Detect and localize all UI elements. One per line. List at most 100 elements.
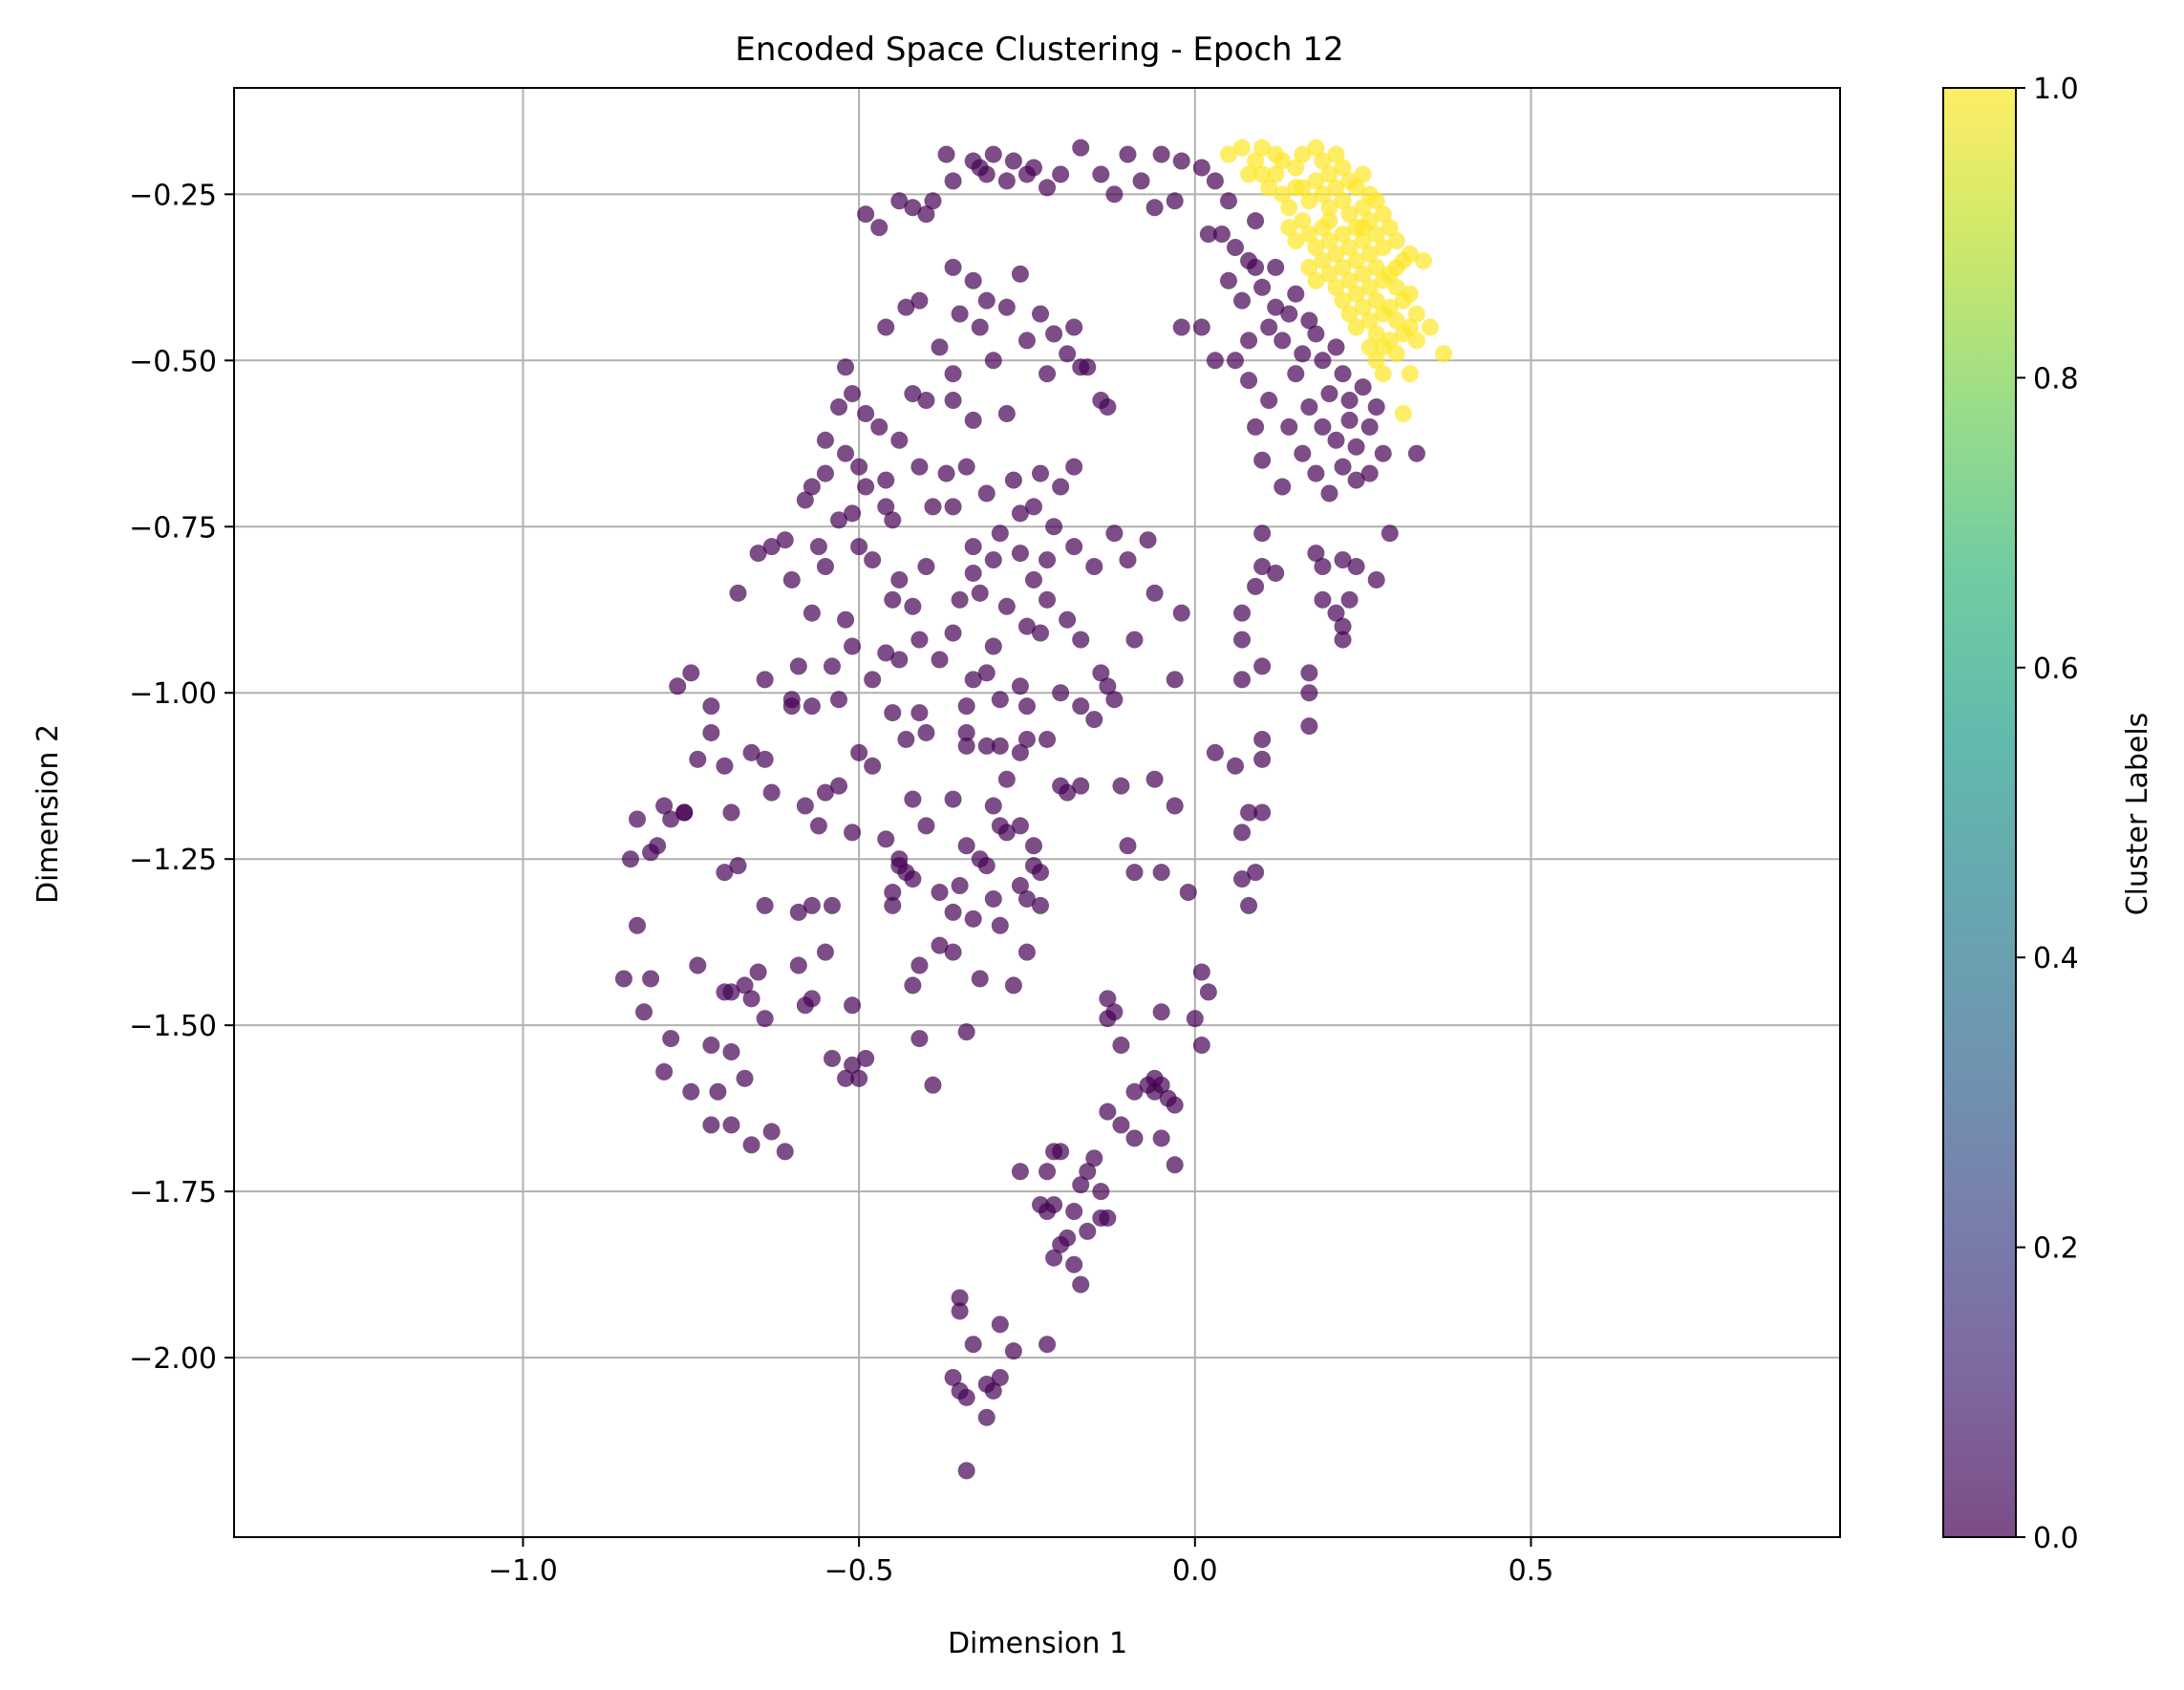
data-point — [1300, 192, 1318, 210]
x-axis-ticks: −1.0 −0.5 0.0 0.5 — [488, 1537, 1553, 1588]
data-point — [1192, 159, 1210, 177]
data-point — [1004, 976, 1022, 995]
data-point — [944, 498, 962, 516]
data-point — [924, 192, 942, 210]
data-point — [655, 1062, 674, 1080]
data-point — [762, 1123, 781, 1141]
data-point — [1253, 558, 1272, 576]
data-point — [944, 1368, 962, 1386]
data-point — [1367, 192, 1385, 210]
data-point — [997, 404, 1016, 422]
data-point — [977, 291, 996, 310]
data-point — [1320, 212, 1338, 230]
data-point — [1367, 258, 1385, 276]
data-point — [722, 1116, 740, 1134]
data-point — [702, 697, 720, 716]
data-point — [675, 803, 694, 822]
data-point — [917, 558, 935, 576]
data-point — [1381, 524, 1399, 543]
data-point — [1367, 291, 1385, 310]
colorbar-frame — [1942, 87, 2017, 1538]
data-point — [789, 657, 807, 675]
data-point — [1367, 570, 1385, 588]
data-point — [944, 903, 962, 921]
data-point — [1206, 352, 1224, 370]
data-point — [1079, 1163, 1097, 1181]
data-point — [924, 498, 942, 516]
data-point — [823, 657, 841, 675]
y-tick-label: −1.75 — [129, 1176, 217, 1209]
data-point — [1166, 1156, 1184, 1174]
data-point — [1172, 152, 1190, 170]
data-point — [1166, 671, 1184, 689]
data-point — [1401, 318, 1419, 336]
data-point — [864, 551, 882, 569]
data-point — [642, 844, 660, 862]
data-point — [1340, 205, 1359, 224]
data-point — [816, 943, 834, 961]
data-point — [1247, 417, 1265, 436]
data-point — [1038, 730, 1057, 748]
data-point — [1038, 365, 1057, 383]
data-point — [944, 172, 962, 190]
y-tick-label: −1.00 — [129, 677, 217, 711]
data-point — [857, 404, 875, 422]
data-point — [857, 205, 875, 224]
x-tick-label: −1.0 — [488, 1554, 558, 1588]
data-point — [1360, 278, 1379, 296]
data-point — [1011, 265, 1029, 283]
data-point — [1274, 152, 1292, 170]
colorbar-tick-label: 0.2 — [2033, 1232, 2079, 1266]
data-point — [1199, 983, 1217, 1001]
data-point — [1267, 165, 1285, 183]
data-point — [803, 896, 821, 914]
data-point — [729, 584, 747, 602]
data-point — [1253, 524, 1272, 543]
data-point — [931, 651, 949, 669]
colorbar-tick-label: 1.0 — [2033, 73, 2079, 106]
data-point — [917, 392, 935, 410]
data-point — [1307, 271, 1325, 289]
data-point — [1280, 305, 1298, 323]
data-point — [944, 365, 962, 383]
x-tick-label: −0.5 — [824, 1554, 894, 1588]
data-point — [1354, 232, 1372, 250]
data-point — [850, 743, 868, 761]
data-point — [816, 558, 834, 576]
data-point — [1347, 251, 1365, 269]
data-point — [1152, 145, 1170, 163]
data-point — [669, 677, 687, 695]
data-point — [1139, 531, 1157, 549]
data-point — [1011, 1163, 1029, 1181]
data-point — [910, 1030, 929, 1048]
data-point — [1125, 631, 1144, 649]
data-point — [864, 671, 882, 689]
data-point — [1287, 285, 1305, 303]
data-point — [1011, 877, 1029, 895]
data-point — [1059, 783, 1077, 802]
data-point — [682, 664, 700, 682]
data-point — [984, 551, 1002, 569]
data-point — [1274, 332, 1292, 350]
data-point — [1381, 219, 1399, 237]
data-point — [991, 817, 1009, 835]
data-point — [964, 1336, 982, 1354]
data-point — [1119, 837, 1137, 855]
data-point — [1240, 165, 1258, 183]
data-point — [823, 896, 841, 914]
data-point — [689, 750, 707, 768]
data-point — [1017, 943, 1036, 961]
data-point — [796, 996, 814, 1015]
data-point — [1267, 258, 1285, 276]
data-point — [614, 970, 632, 988]
data-point — [1192, 963, 1210, 981]
data-point — [736, 976, 754, 995]
data-point — [1024, 498, 1042, 516]
data-point — [1032, 896, 1050, 914]
data-point — [1340, 590, 1359, 609]
data-point — [1327, 604, 1345, 622]
data-point — [1233, 631, 1252, 649]
data-point — [629, 916, 647, 934]
data-point — [1435, 345, 1453, 363]
data-point — [844, 504, 862, 523]
